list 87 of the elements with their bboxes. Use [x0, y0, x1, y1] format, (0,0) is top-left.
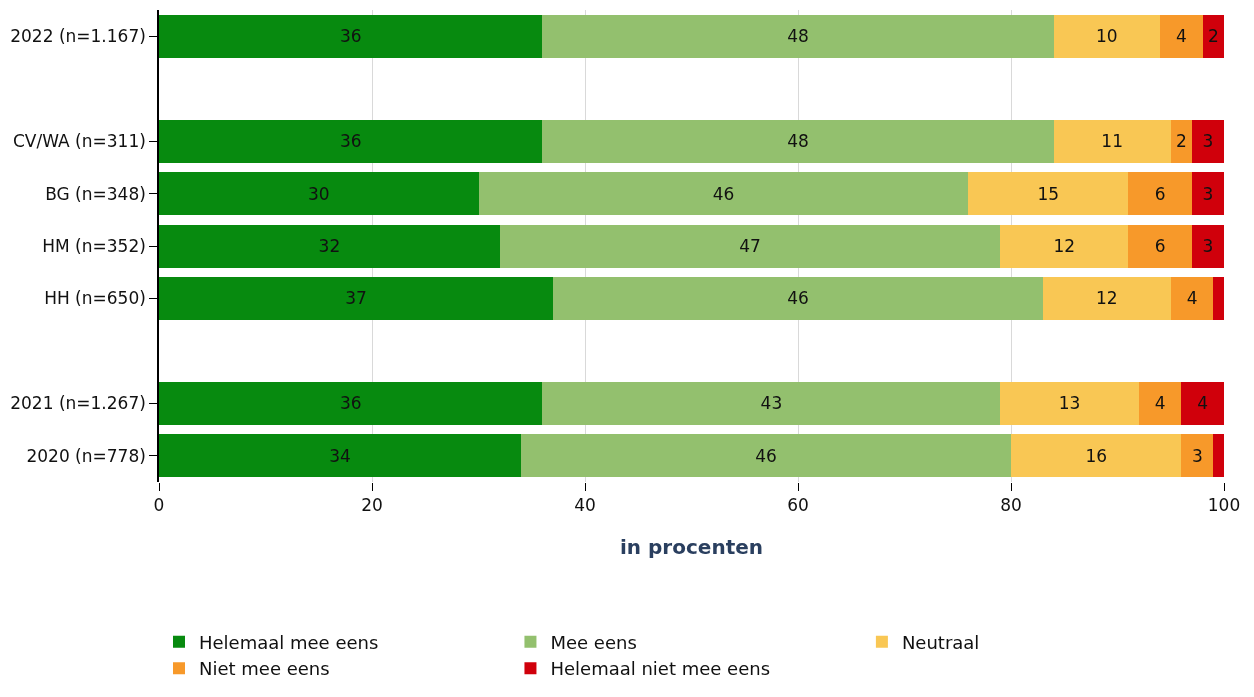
x-tick-label: 60	[787, 495, 809, 516]
y-tick-label: HH (n=650)	[44, 288, 146, 309]
bar	[1128, 172, 1193, 216]
data-label: 36	[339, 131, 362, 152]
bar	[1042, 276, 1171, 320]
bar	[1000, 224, 1129, 268]
bar	[159, 434, 522, 478]
bar	[1128, 224, 1193, 268]
data-label: 43	[760, 393, 783, 414]
bar	[478, 172, 969, 216]
bar	[542, 14, 1054, 58]
bar	[1213, 276, 1224, 320]
bar	[1192, 119, 1224, 163]
legend-label: Helemaal mee eens	[199, 631, 379, 653]
x-tick-label: 40	[574, 495, 596, 516]
data-label: 46	[787, 288, 809, 309]
data-label: 12	[1053, 236, 1076, 256]
data-label: 2	[1207, 26, 1219, 47]
bar	[159, 224, 500, 268]
x-tick-label: 20	[361, 495, 383, 516]
data-label: 37	[345, 288, 367, 309]
y-tick-label: BG (n=348)	[45, 183, 146, 204]
bar	[968, 172, 1129, 216]
data-label: 12	[1096, 288, 1118, 309]
data-label: 46	[755, 445, 777, 466]
data-label: 46	[712, 183, 735, 204]
bar	[159, 14, 543, 58]
data-label: 3	[1202, 236, 1214, 256]
data-label: 4	[1154, 393, 1166, 414]
data-label: 4	[1175, 26, 1187, 47]
bar	[1192, 172, 1224, 216]
bar	[542, 381, 1001, 425]
bar	[1053, 119, 1171, 163]
data-label: 15	[1037, 183, 1060, 204]
x-tick-label: 80	[1000, 495, 1022, 516]
data-label: 3	[1202, 131, 1214, 152]
bar	[1202, 14, 1224, 58]
data-label: 6	[1154, 183, 1166, 204]
x-tick-label: 100	[1207, 495, 1241, 516]
bar	[1170, 276, 1214, 320]
data-label: 10	[1096, 26, 1118, 47]
y-tick-label: 2021 (n=1.267)	[10, 393, 146, 414]
bar	[1192, 224, 1224, 268]
data-label: 48	[787, 26, 809, 47]
bar	[1213, 434, 1224, 478]
data-label: 11	[1101, 131, 1123, 152]
data-label: 48	[787, 131, 809, 152]
y-tick-label: CV/WA (n=311)	[12, 131, 146, 152]
bar	[1000, 381, 1139, 425]
y-tick-label: 2020 (n=778)	[26, 445, 146, 466]
legend-label: Helemaal niet mee eens	[550, 658, 771, 680]
data-label: 2	[1175, 131, 1187, 152]
bar	[159, 276, 554, 320]
data-label: 3	[1191, 445, 1203, 466]
bar	[1053, 14, 1161, 58]
legend-label: Niet mee eens	[199, 658, 330, 680]
data-label: 13	[1058, 393, 1081, 414]
data-label: 3	[1202, 183, 1214, 204]
y-tick-label: 2022 (n=1.167)	[10, 26, 146, 47]
data-label: 47	[739, 236, 761, 256]
data-label: 34	[329, 445, 351, 466]
bar	[159, 381, 543, 425]
bar	[1181, 434, 1214, 478]
bar	[499, 224, 1001, 268]
bar	[1170, 119, 1193, 163]
legend-label: Neutraal	[901, 631, 980, 653]
bar	[521, 434, 1011, 478]
data-label: 36	[339, 26, 362, 47]
data-label: 36	[339, 393, 362, 414]
x-axis-title: in procenten	[620, 534, 763, 559]
bar	[1138, 381, 1182, 425]
bar	[159, 119, 543, 163]
bar	[1160, 14, 1203, 58]
data-label: 4	[1197, 393, 1209, 414]
data-label: 32	[318, 236, 341, 256]
bar	[542, 119, 1054, 163]
data-label: 16	[1085, 445, 1108, 466]
bar	[159, 172, 479, 216]
data-label: 6	[1154, 236, 1166, 256]
y-tick-label: HM (n=352)	[42, 235, 146, 256]
data-label: 4	[1186, 288, 1198, 309]
legend-label: Mee eens	[550, 631, 637, 653]
bar	[1011, 434, 1182, 478]
bar	[1181, 381, 1224, 425]
x-tick-label: 0	[153, 495, 165, 516]
bar	[553, 276, 1043, 320]
data-label: 30	[307, 183, 330, 204]
